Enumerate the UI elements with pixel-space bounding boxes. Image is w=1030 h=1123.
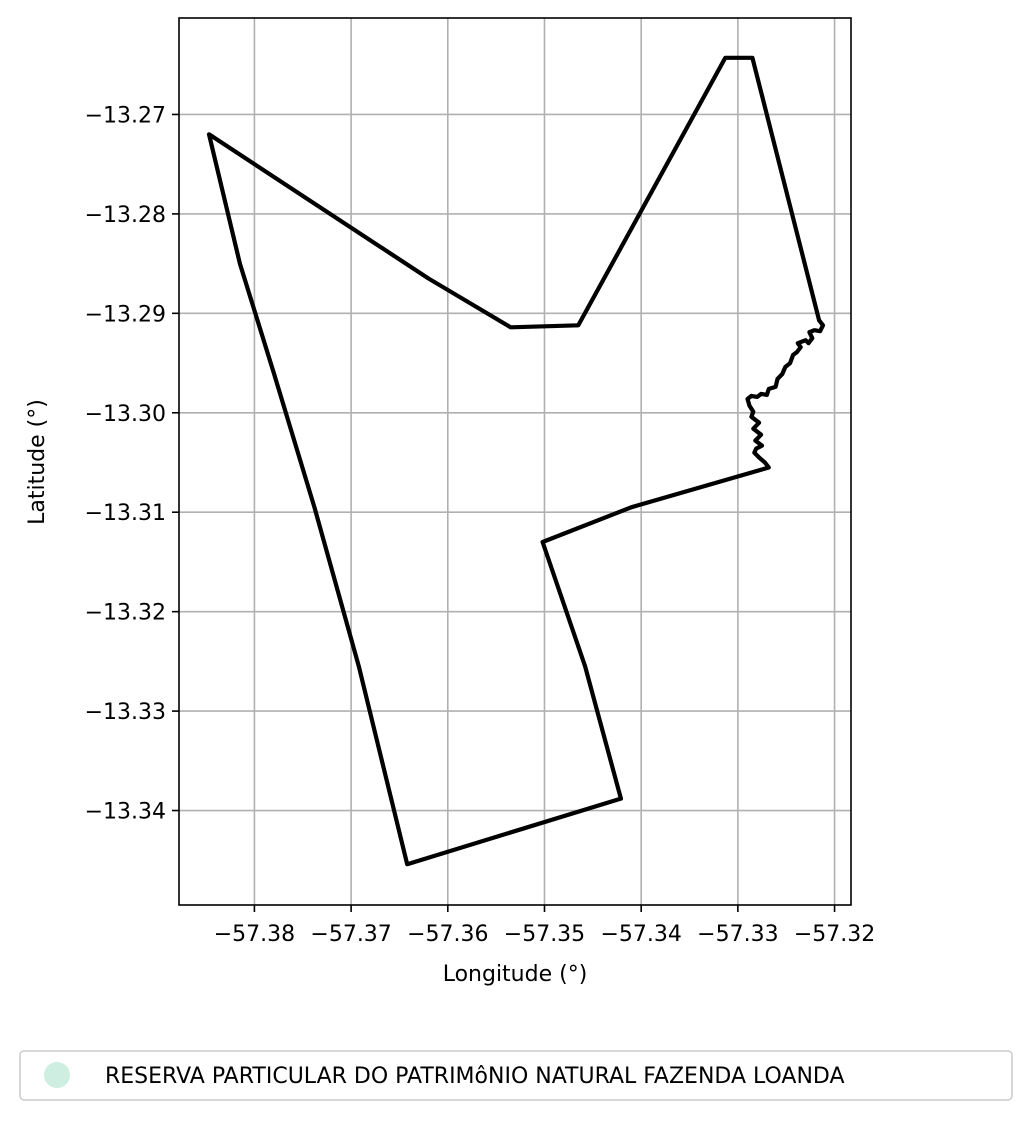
legend-box bbox=[19, 1050, 1013, 1101]
x-tick-label: −57.38 bbox=[214, 922, 295, 947]
x-tick-label: −57.33 bbox=[697, 922, 778, 947]
y-tick-label: −13.28 bbox=[85, 203, 166, 228]
x-tick-label: −57.36 bbox=[407, 922, 488, 947]
axes-frame bbox=[178, 17, 852, 906]
grid-lines bbox=[179, 18, 851, 905]
boundary-layer bbox=[206, 55, 826, 867]
legend-marker bbox=[44, 1062, 70, 1088]
x-tick-label: −57.35 bbox=[504, 922, 585, 947]
y-tick-label: −13.34 bbox=[85, 800, 166, 825]
legend-label: RESERVA PARTICULAR DO PATRIMôNIO NATURAL… bbox=[105, 1064, 845, 1089]
x-tick-label: −57.37 bbox=[310, 922, 391, 947]
y-axis-label: Latitude (°) bbox=[25, 399, 50, 525]
y-tick-label: −13.33 bbox=[85, 700, 166, 725]
y-tick-label: −13.29 bbox=[85, 302, 166, 327]
y-tick-label: −13.31 bbox=[85, 501, 166, 526]
y-tick-label: −13.32 bbox=[85, 601, 166, 626]
reserve-boundary bbox=[206, 55, 826, 867]
y-tick-label: −13.27 bbox=[85, 103, 166, 128]
y-axis-ticks: −13.27 −13.28 −13.29 −13.30 −13.31 −13.32 −13.… bbox=[85, 103, 179, 825]
x-tick-label: −57.32 bbox=[794, 922, 875, 947]
y-tick-label: −13.30 bbox=[85, 402, 166, 427]
x-tick-label: −57.34 bbox=[600, 922, 681, 947]
x-axis-ticks: −57.38 −57.37 −57.36 −57.35 −57.34 −57.33 −57.… bbox=[214, 905, 875, 947]
x-axis-label: Longitude (°) bbox=[443, 962, 588, 987]
legend: RESERVA PARTICULAR DO PATRIMôNIO NATURAL… bbox=[19, 1050, 1013, 1101]
